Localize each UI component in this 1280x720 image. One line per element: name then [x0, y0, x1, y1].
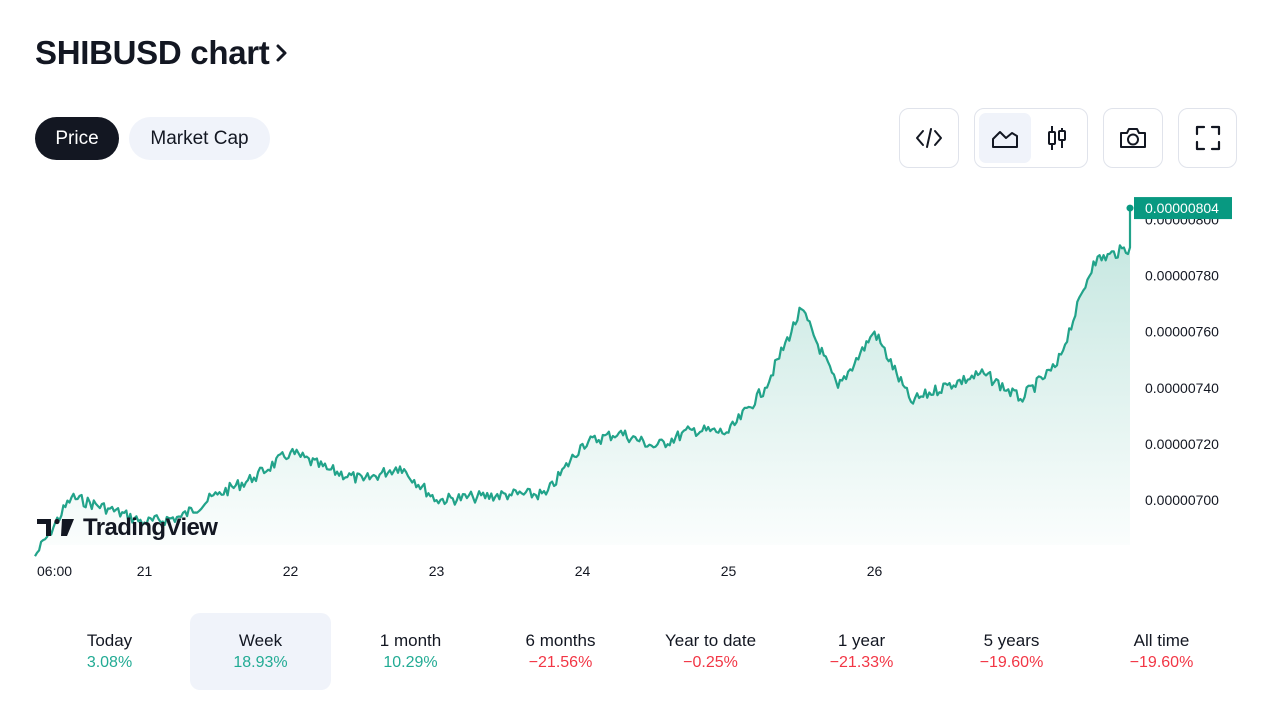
period-label: 1 year: [837, 630, 886, 650]
x-tick-label: 25: [721, 563, 737, 579]
period-label: Year to date: [664, 630, 757, 650]
candlestick-chart-button[interactable]: [1031, 113, 1083, 163]
y-tick-label: 0.00000740: [1145, 380, 1219, 396]
period-change: −19.60%: [979, 653, 1044, 671]
period-label: Today: [86, 630, 133, 650]
last-price-label: 0.00000804: [1145, 200, 1219, 216]
chart-title-text: SHIBUSD chart: [35, 34, 270, 71]
last-price-dot: [1126, 204, 1134, 212]
snapshot-tool-group: [1103, 108, 1163, 168]
chevron-right-icon: [276, 44, 287, 62]
x-axis: 06:00 21 22 23 24 25 26: [37, 563, 882, 579]
period-change: −21.56%: [528, 653, 593, 671]
period-1-year[interactable]: 1 year −21.33%: [791, 613, 932, 690]
period-6-months[interactable]: 6 months −21.56%: [490, 613, 631, 690]
x-tick-label: 23: [429, 563, 445, 579]
code-icon: [916, 128, 942, 148]
x-tick-label: 21: [137, 563, 153, 579]
area-chart-button[interactable]: [979, 113, 1031, 163]
tradingview-logo: TradingView: [37, 514, 219, 541]
fullscreen-button[interactable]: [1182, 113, 1234, 163]
period-5-years[interactable]: 5 years −19.60%: [941, 613, 1082, 690]
candlestick-icon: [1048, 126, 1066, 150]
period-label: All time: [1133, 630, 1190, 650]
x-tick-label: 06:00: [37, 563, 72, 579]
period-today[interactable]: Today 3.08%: [39, 613, 180, 690]
period-label: 1 month: [379, 630, 442, 650]
area-chart-icon: [992, 131, 1018, 148]
snapshot-button[interactable]: [1107, 113, 1159, 163]
fullscreen-icon: [1195, 125, 1220, 151]
x-tick-label: 24: [575, 563, 591, 579]
period-year-to-date[interactable]: Year to date −0.25%: [640, 613, 781, 690]
camera-icon: [1120, 128, 1146, 148]
tradingview-wordmark: TradingView: [83, 514, 218, 541]
period-change: 3.08%: [86, 653, 133, 671]
period-change: −0.25%: [683, 653, 738, 671]
period-change: −21.33%: [829, 653, 894, 671]
period-all-time[interactable]: All time −19.60%: [1091, 613, 1232, 690]
period-change: 10.29%: [383, 653, 438, 671]
y-tick-label: 0.00000720: [1145, 436, 1219, 452]
period-label: 6 months: [525, 630, 596, 650]
last-price-badge: [1134, 197, 1232, 220]
page-title[interactable]: SHIBUSD chart: [35, 34, 289, 72]
period-selector: Today 3.08% Week 18.93% 1 month 10.29% 6…: [35, 613, 1245, 690]
y-tick-label: 0.00000780: [1145, 267, 1219, 283]
period-1-month[interactable]: 1 month 10.29%: [340, 613, 481, 690]
y-tick-label: 0.00000700: [1145, 492, 1219, 508]
period-label: Week: [238, 630, 283, 650]
market-cap-tab[interactable]: Market Cap: [129, 117, 270, 160]
y-tick-label: 0.00000760: [1145, 324, 1219, 340]
embed-tool-group: [899, 108, 959, 168]
period-label: 5 years: [983, 630, 1040, 650]
period-change: −19.60%: [1129, 653, 1194, 671]
y-axis: 0.00000700 0.00000720 0.00000740 0.00000760…: [1145, 211, 1219, 508]
embed-button[interactable]: [903, 113, 955, 163]
chart-type-group: [974, 108, 1088, 168]
price-tab[interactable]: Price: [35, 117, 119, 160]
price-line: [34, 208, 1132, 557]
x-tick-label: 26: [867, 563, 883, 579]
period-week[interactable]: Week 18.93%: [190, 613, 331, 690]
last-price-tag: 0.00000804: [1126, 197, 1232, 220]
x-tick-label: 22: [283, 563, 299, 579]
area-fill: [35, 208, 1130, 557]
fullscreen-tool-group: [1178, 108, 1237, 168]
period-change: 18.93%: [233, 653, 288, 671]
price-chart[interactable]: 0.00000700 0.00000720 0.00000740 0.00000760…: [0, 180, 1280, 600]
